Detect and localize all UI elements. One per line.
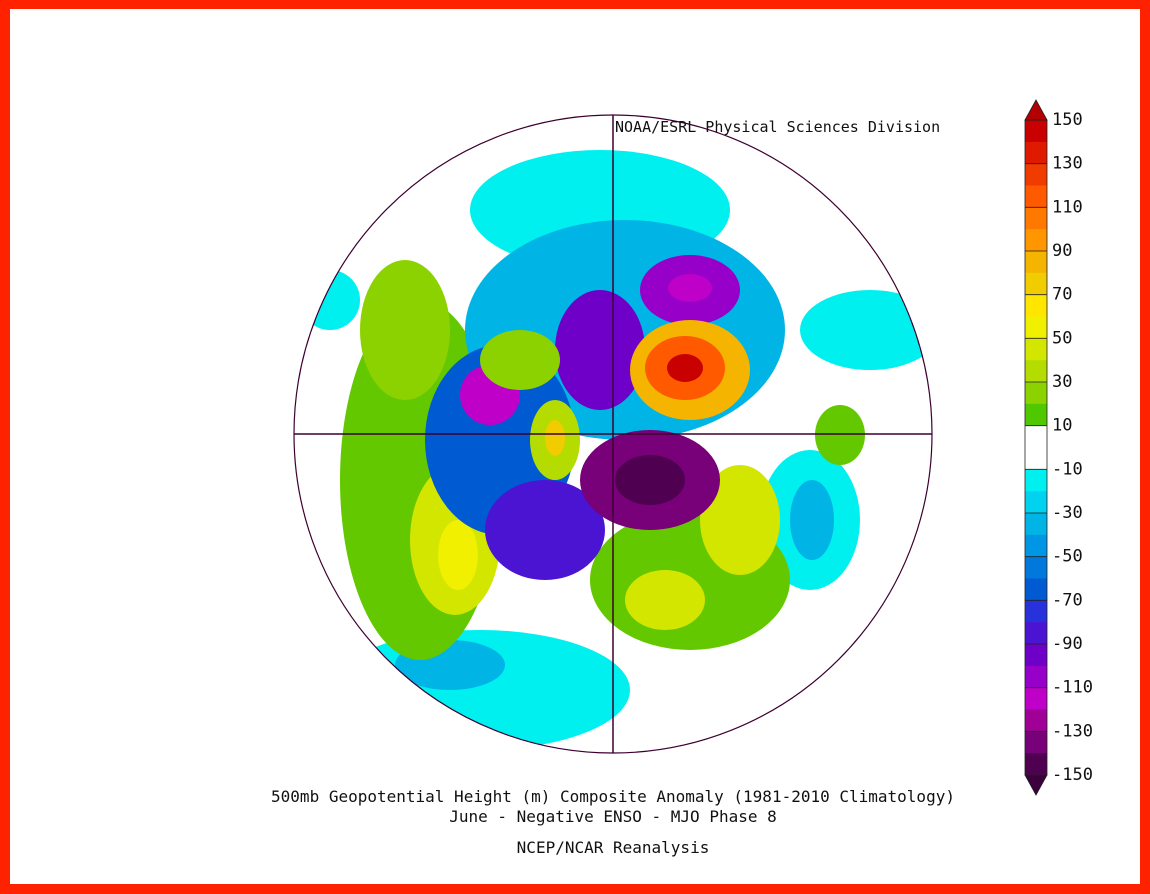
color-swatch xyxy=(1025,469,1047,492)
color-swatch xyxy=(1025,272,1047,295)
color-swatch xyxy=(1025,622,1047,645)
credit: NOAA/ESRL Physical Sciences Division xyxy=(615,118,940,136)
color-swatch xyxy=(1025,120,1047,143)
color-swatch xyxy=(1025,316,1047,339)
color-swatch xyxy=(1025,556,1047,579)
anomaly-field xyxy=(294,115,932,753)
tick-label: 150 xyxy=(1052,110,1083,130)
over-arrow xyxy=(1024,99,1048,121)
color-swatch xyxy=(1025,731,1047,754)
color-swatch xyxy=(1025,141,1047,164)
tick-label: -50 xyxy=(1052,547,1083,567)
color-swatch xyxy=(1025,600,1047,623)
tick-label: 130 xyxy=(1052,154,1083,174)
colorbar: 150 130 110 90 70 50 30 10 -10 -30 -50 -70 -90 -110 -1… xyxy=(1024,99,1093,796)
color-swatch xyxy=(1025,665,1047,688)
title-line: 500mb Geopotential Height (m) Composite … xyxy=(271,787,955,806)
color-swatch xyxy=(1025,687,1047,710)
color-swatch xyxy=(1025,403,1047,426)
tick-label: -150 xyxy=(1052,765,1093,785)
color-swatch xyxy=(1025,491,1047,514)
color-swatch xyxy=(1025,578,1047,601)
color-swatch xyxy=(1025,644,1047,667)
tick-label: 70 xyxy=(1052,285,1072,305)
color-swatch xyxy=(1025,251,1047,274)
color-swatch xyxy=(1025,360,1047,383)
color-swatch xyxy=(1025,709,1047,732)
tick-label: -70 xyxy=(1052,590,1083,610)
source: NCEP/NCAR Reanalysis xyxy=(517,838,710,857)
title-line: June - Negative ENSO - MJO Phase 8 xyxy=(449,807,777,826)
color-swatch xyxy=(1025,447,1047,470)
color-swatch xyxy=(1025,294,1047,317)
color-swatch xyxy=(1025,425,1047,448)
color-swatch xyxy=(1025,753,1047,776)
tick-label: 110 xyxy=(1052,197,1083,217)
under-arrow xyxy=(1024,774,1048,796)
color-swatch xyxy=(1025,338,1047,361)
color-swatch xyxy=(1025,534,1047,557)
color-swatch xyxy=(1025,513,1047,536)
color-swatch xyxy=(1025,163,1047,186)
color-swatch xyxy=(1025,185,1047,208)
color-swatch xyxy=(1025,382,1047,405)
tick-label: -30 xyxy=(1052,503,1083,523)
tick-label: -10 xyxy=(1052,459,1083,479)
tick-label: 10 xyxy=(1052,416,1072,436)
tick-label: -130 xyxy=(1052,721,1093,741)
tick-label: 30 xyxy=(1052,372,1072,392)
tick-label: 50 xyxy=(1052,328,1072,348)
tick-label: -90 xyxy=(1052,634,1083,654)
color-swatch xyxy=(1025,229,1047,252)
color-swatch xyxy=(1025,207,1047,230)
tick-label: -110 xyxy=(1052,678,1093,698)
tick-label: 90 xyxy=(1052,241,1072,261)
